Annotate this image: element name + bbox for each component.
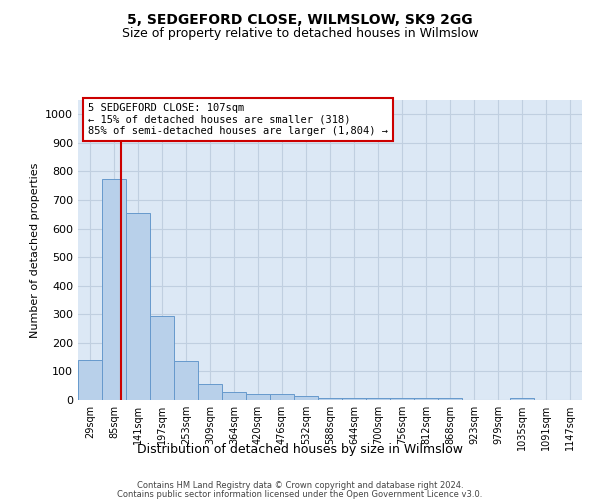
Bar: [510, 398, 534, 400]
Bar: [270, 394, 294, 400]
Text: 5 SEDGEFORD CLOSE: 107sqm
← 15% of detached houses are smaller (318)
85% of semi: 5 SEDGEFORD CLOSE: 107sqm ← 15% of detac…: [88, 103, 388, 136]
Bar: [174, 361, 198, 400]
Bar: [294, 396, 318, 400]
Bar: [342, 398, 366, 400]
Y-axis label: Number of detached properties: Number of detached properties: [29, 162, 40, 338]
Bar: [390, 398, 414, 400]
Text: 5, SEDGEFORD CLOSE, WILMSLOW, SK9 2GG: 5, SEDGEFORD CLOSE, WILMSLOW, SK9 2GG: [127, 12, 473, 26]
Text: Distribution of detached houses by size in Wilmslow: Distribution of detached houses by size …: [137, 442, 463, 456]
Bar: [438, 398, 462, 400]
Bar: [102, 178, 126, 400]
Bar: [414, 398, 438, 400]
Bar: [150, 316, 174, 400]
Bar: [198, 384, 222, 400]
Text: Contains public sector information licensed under the Open Government Licence v3: Contains public sector information licen…: [118, 490, 482, 499]
Bar: [222, 392, 246, 400]
Bar: [78, 360, 102, 400]
Bar: [126, 213, 150, 400]
Text: Size of property relative to detached houses in Wilmslow: Size of property relative to detached ho…: [122, 28, 478, 40]
Bar: [366, 398, 390, 400]
Text: Contains HM Land Registry data © Crown copyright and database right 2024.: Contains HM Land Registry data © Crown c…: [137, 481, 463, 490]
Bar: [246, 394, 270, 400]
Bar: [318, 398, 342, 400]
